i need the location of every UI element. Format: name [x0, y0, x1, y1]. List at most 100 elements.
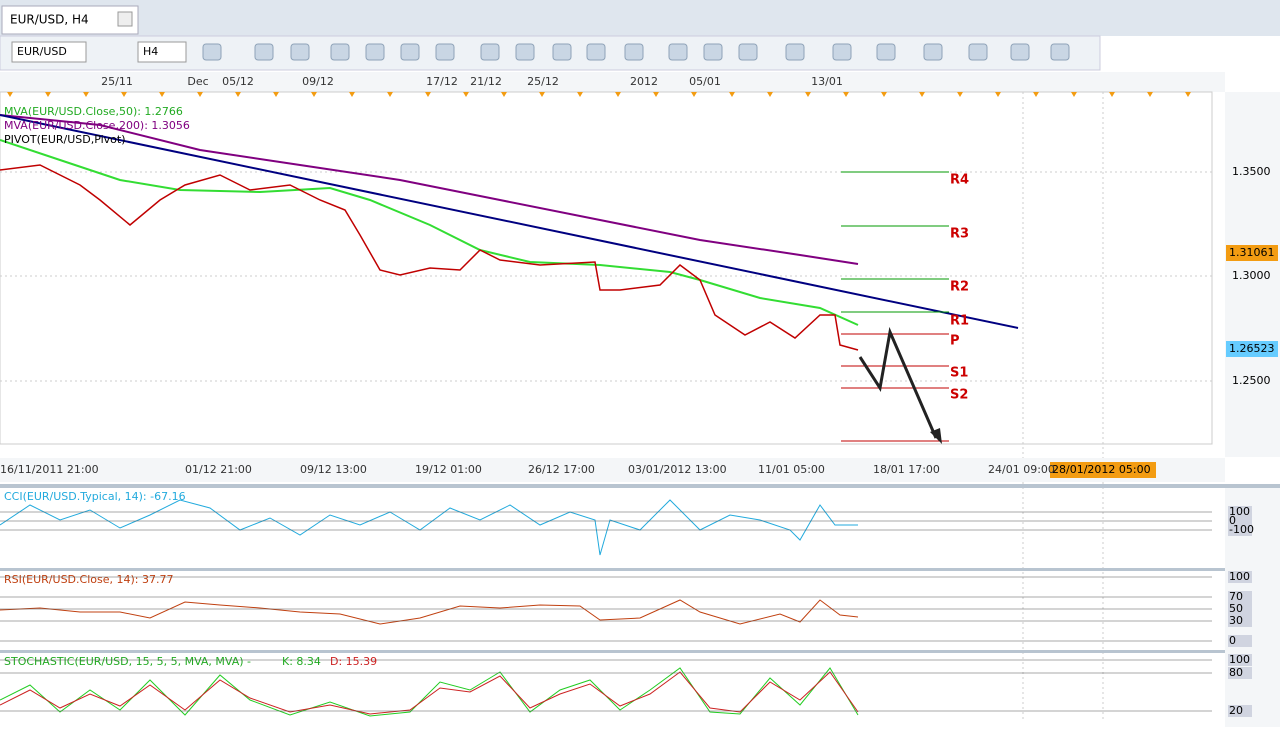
tab[interactable] — [1, 5, 139, 35]
axis-marker — [995, 92, 1001, 97]
stoch-k — [0, 667, 859, 717]
axis-marker — [7, 92, 13, 97]
separator — [0, 484, 1280, 488]
tool-button[interactable] — [1010, 43, 1030, 61]
pivot-label: R4 — [950, 173, 969, 188]
tool-button[interactable] — [254, 43, 274, 61]
pivot-lines-low — [841, 333, 949, 442]
rsi-tick: 30 — [1229, 614, 1243, 627]
axis-marker — [1109, 92, 1115, 97]
price-tick: 1.3500 — [1232, 165, 1271, 178]
top-axis-label: 21/12 — [470, 75, 502, 88]
tool-button[interactable] — [703, 43, 723, 61]
indicator-label: PIVOT(EUR/USD,Pivot) — [4, 133, 126, 146]
tool-button[interactable] — [624, 43, 644, 61]
price-tick: 1.2500 — [1232, 374, 1271, 387]
tool-button[interactable] — [876, 43, 896, 61]
grid — [0, 92, 1212, 720]
pivot-label: R3 — [950, 227, 969, 242]
current-marker — [1226, 341, 1278, 357]
axis-marker — [425, 92, 431, 97]
indicator-label: MVA(EUR/USD.Close,50): 1.2766 — [4, 105, 183, 118]
tool-button[interactable] — [290, 43, 310, 61]
axis-marker — [83, 92, 89, 97]
tab-close[interactable] — [117, 11, 133, 27]
rsi-tick: 100 — [1229, 570, 1250, 583]
tool-button[interactable] — [480, 43, 500, 61]
pivot-lines — [841, 171, 949, 313]
bottom-axis-label: 24/01 09:00 — [988, 463, 1055, 476]
tool-button[interactable] — [400, 43, 420, 61]
bottom-axis-label: 16/11/2011 21:00 — [0, 463, 99, 476]
pivot-label: R1 — [950, 314, 969, 329]
rsi-line — [0, 599, 859, 625]
tool-button[interactable] — [923, 43, 943, 61]
bottom-axis — [0, 458, 1225, 482]
stochastic-tick: 20 — [1229, 704, 1243, 717]
top-axis-label: 13/01 — [811, 75, 843, 88]
rsi-tick-bg — [1228, 603, 1252, 615]
axis-marker — [45, 92, 51, 97]
rsi-tick-bg — [1228, 591, 1252, 603]
axis-marker — [1033, 92, 1039, 97]
tool-button[interactable] — [785, 43, 805, 61]
timeframe-select[interactable] — [137, 41, 187, 63]
tool-button[interactable] — [586, 43, 606, 61]
cci-tick-bg — [1228, 524, 1252, 536]
rsi-tick: 70 — [1229, 590, 1243, 603]
tool-button[interactable] — [668, 43, 688, 61]
stoch-k: K: 8.34 — [282, 655, 321, 668]
tool-button[interactable] — [832, 43, 852, 61]
axis-marker — [881, 92, 887, 97]
tool-button[interactable] — [1050, 43, 1070, 61]
top-axis-label: 2012 — [630, 75, 658, 88]
price-axis — [1225, 92, 1280, 457]
top-axis-label: Dec — [187, 75, 208, 88]
axis-marker — [235, 92, 241, 97]
axis-marker — [311, 92, 317, 97]
stochastic-tick: 80 — [1229, 666, 1243, 679]
ma200-marker — [1226, 245, 1278, 261]
pivot-label: S1 — [950, 366, 968, 381]
tool-button[interactable] — [435, 43, 455, 61]
axis-marker — [501, 92, 507, 97]
tool-button[interactable] — [515, 43, 535, 61]
tool-button[interactable] — [202, 43, 222, 61]
axis-highlight-label: 28/01/2012 05:00 — [1052, 463, 1151, 476]
cci-tick: -100 — [1229, 523, 1254, 536]
symbol-select[interactable] — [11, 41, 87, 63]
bottom-axis-label: 19/12 01:00 — [415, 463, 482, 476]
tool-button[interactable] — [738, 43, 758, 61]
bottom-axis-label: 01/12 21:00 — [185, 463, 252, 476]
bottom-axis-label: 18/01 17:00 — [873, 463, 940, 476]
top-axis-label: 17/12 — [426, 75, 458, 88]
axis-marker — [615, 92, 621, 97]
stochastic-label: STOCHASTIC(EUR/USD, 15, 5, 5, MVA, MVA) … — [4, 655, 251, 668]
tab-title: EUR/USD, H4 — [10, 13, 89, 27]
cci-tick: 0 — [1229, 514, 1236, 527]
tool-button[interactable] — [968, 43, 988, 61]
axis-marker — [273, 92, 279, 97]
bottom-axis-label: 09/12 13:00 — [300, 463, 367, 476]
current-value: 1.26523 — [1229, 342, 1275, 355]
axis-marker — [159, 92, 165, 97]
stochastic-tick: 100 — [1229, 653, 1250, 666]
tool-button[interactable] — [330, 43, 350, 61]
axis-marker — [729, 92, 735, 97]
tool-button[interactable] — [365, 43, 385, 61]
bottom-axis-label: 26/12 17:00 — [528, 463, 595, 476]
tool-button[interactable] — [552, 43, 572, 61]
rsi-tick: 50 — [1229, 602, 1243, 615]
pivot-label: R2 — [950, 280, 969, 295]
axis-marker — [843, 92, 849, 97]
stoch-d: D: 15.39 — [330, 655, 377, 668]
top-axis — [0, 72, 1225, 92]
cci-line — [0, 499, 858, 556]
stochastic-tick-bg — [1228, 654, 1252, 666]
pivot-label: S2 — [950, 388, 968, 403]
bottom-axis-label: 03/01/2012 13:00 — [628, 463, 727, 476]
rsi-tick-bg — [1228, 635, 1252, 647]
tab-bar — [0, 0, 1280, 36]
arrow-head — [930, 428, 942, 444]
axis-marker — [463, 92, 469, 97]
